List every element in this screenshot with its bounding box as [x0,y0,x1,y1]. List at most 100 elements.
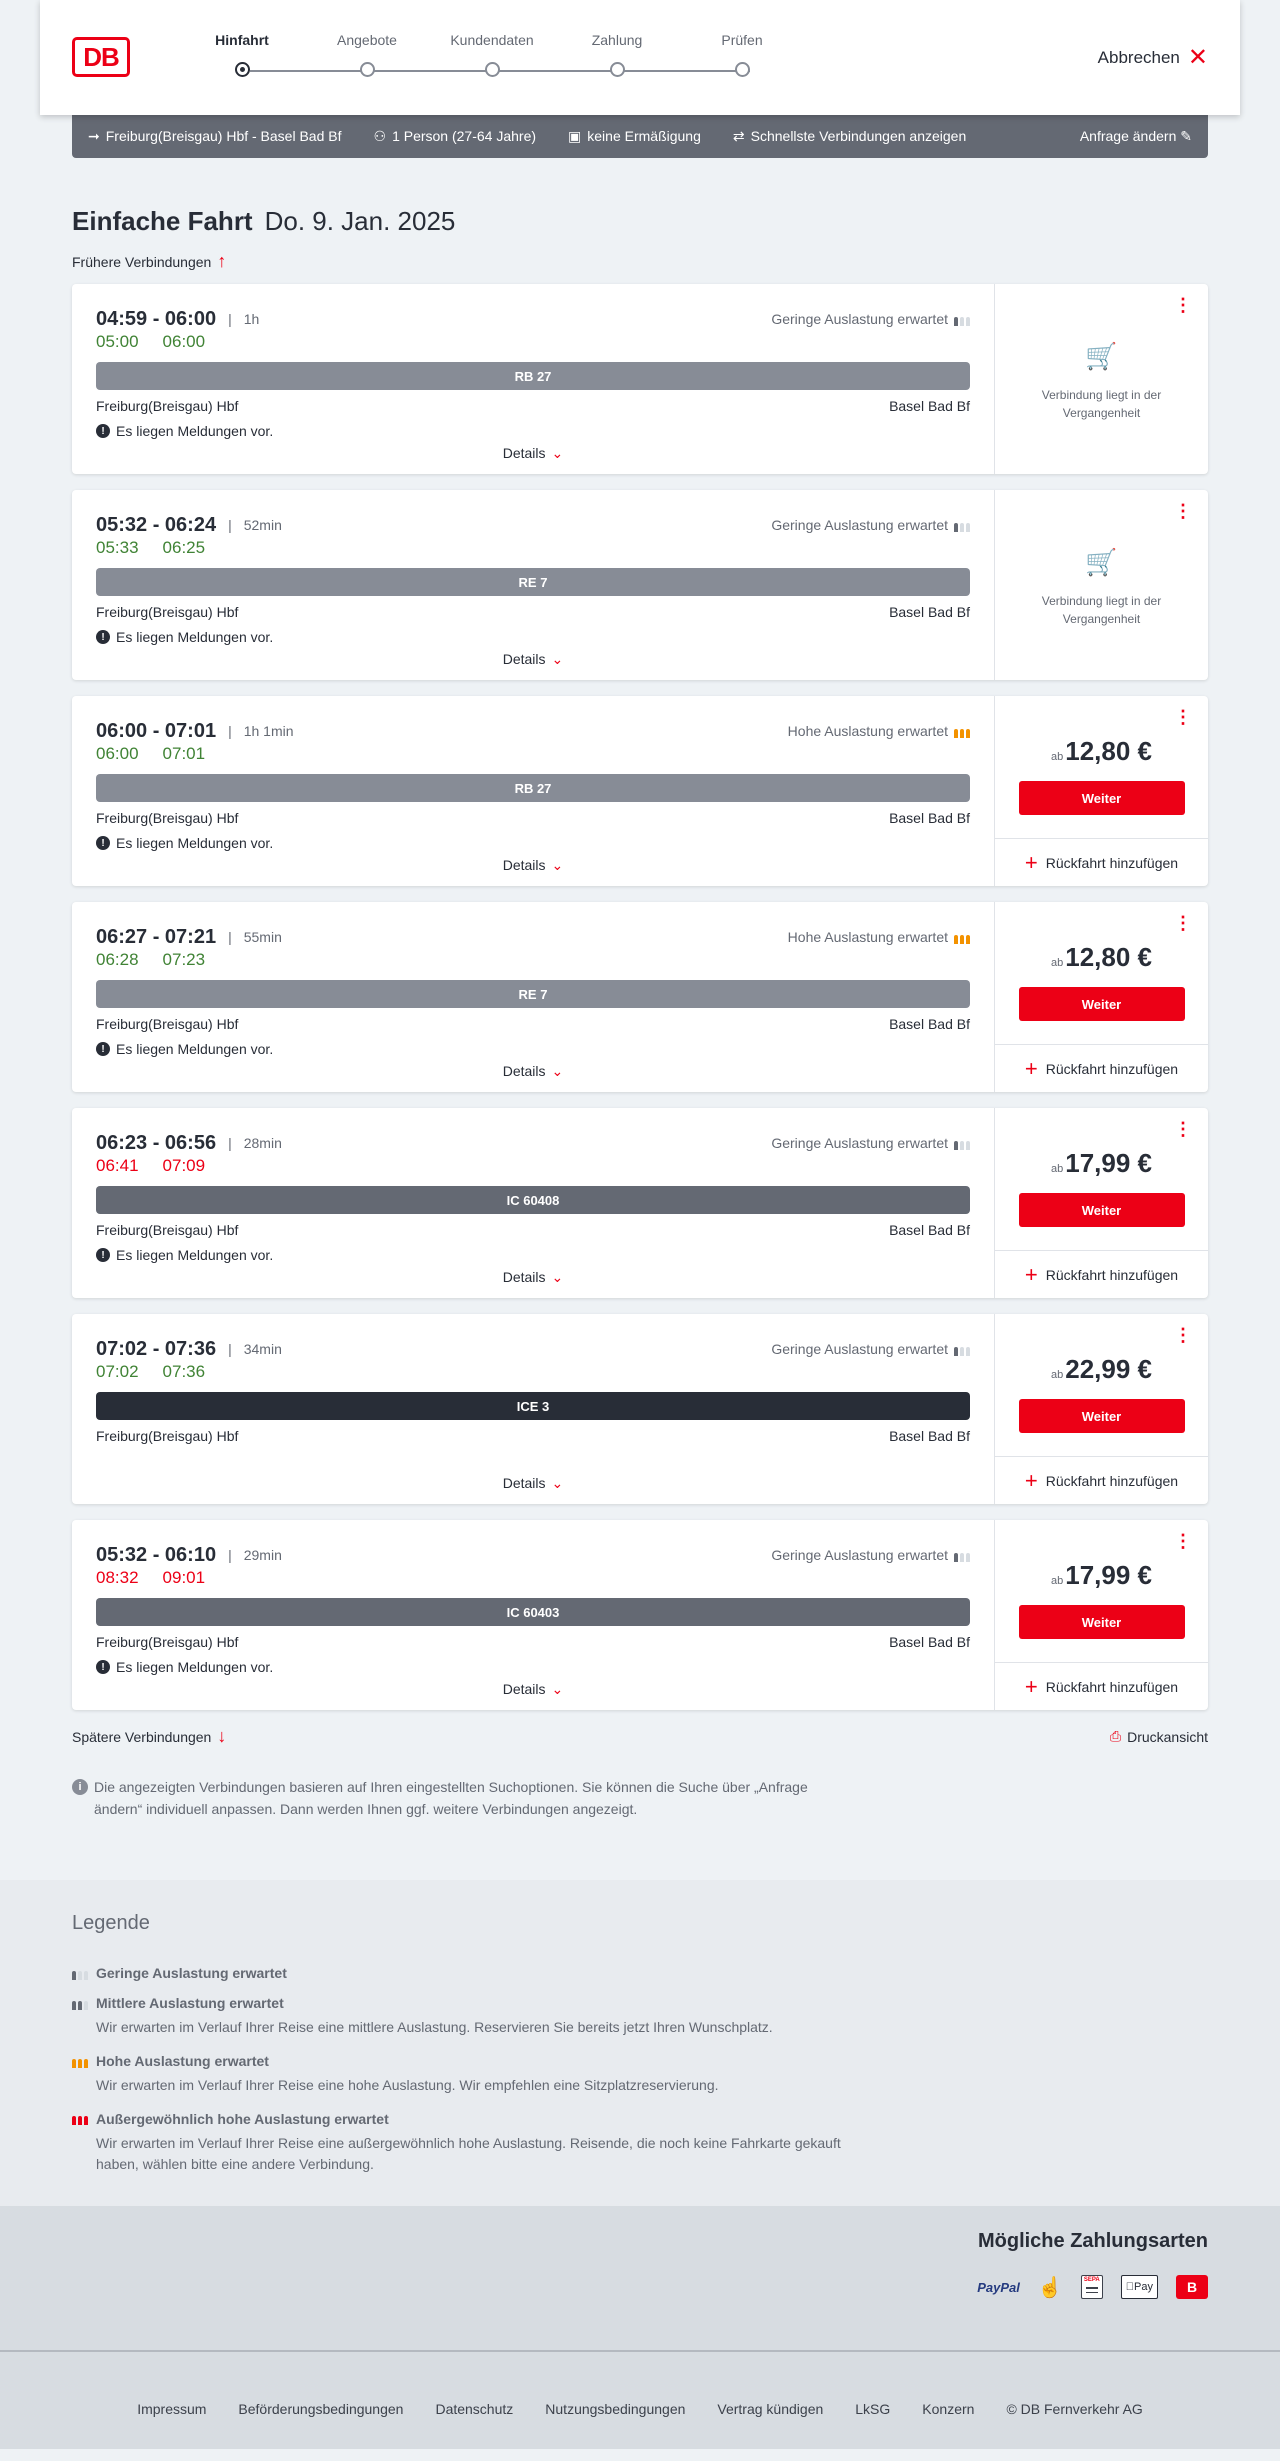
continue-button[interactable]: Weiter [1018,1605,1185,1639]
add-return-button[interactable]: + Rückfahrt hinzufügen [995,838,1208,886]
continue-button[interactable]: Weiter [1018,987,1185,1021]
connection-info: 06:27 - 07:21 | 55min Hohe Auslastung erwa… [72,902,995,1092]
print-view-link[interactable]: ⎙ Druckansicht [1110,1726,1208,1747]
edit-query-button[interactable]: Anfrage ändern ✎ [1080,128,1192,145]
footer-link-lksg[interactable]: LkSG [855,2401,891,2418]
past-text: Verbindung liegt in der Vergangenheit [1041,387,1162,420]
details-toggle[interactable]: Details ⌄ [72,1269,994,1286]
sepa-label: SEPA [1083,2277,1100,2284]
add-return-button[interactable]: + Rückfahrt hinzufügen [995,1662,1208,1710]
footer-link-nutzungsbedingungen[interactable]: Nutzungsbedingungen [545,2401,686,2418]
arrival-station: Basel Bad Bf [889,1634,970,1650]
footer-link-befoerderungsbedingungen[interactable]: Beförderungsbedingungen [238,2401,404,2418]
more-options-icon[interactable]: ⋮ [1174,1325,1192,1345]
train-name: IC 60403 [506,1604,560,1620]
load-bar [954,1552,958,1562]
cancel-button[interactable]: Abbrechen ✕ [1098,46,1208,70]
footer-link-konzern[interactable]: Konzern [922,2401,975,2418]
messages-notice[interactable]: ! Es liegen Meldungen vor. [96,1658,970,1676]
continue-button[interactable]: Weiter [1018,781,1185,815]
train-segment-bar[interactable]: ICE 3 [96,1392,970,1420]
load-hohe-icon [72,2055,88,2068]
messages-notice[interactable]: ! Es liegen Meldungen vor. [96,422,970,440]
legend-item-text: Wir erwarten im Verlauf Ihrer Reise eine… [96,2077,719,2094]
messages-notice[interactable]: ! Es liegen Meldungen vor. [96,1040,970,1058]
footer-link-vertrag-kuendigen[interactable]: Vertrag kündigen [717,2401,824,2418]
return-label: Rückfahrt hinzufügen [1045,1060,1179,1077]
connection-info: 05:32 - 06:10 | 29min Geringe Auslastung e… [72,1520,995,1710]
continue-button[interactable]: Weiter [1018,1399,1185,1433]
details-label: Details [502,651,546,667]
messages-notice[interactable]: ! Es liegen Meldungen vor. [96,628,970,646]
price-prefix: ab [1051,1163,1064,1175]
planned-times: 05:32 - 06:10 [96,1543,217,1566]
payment-title: Mögliche Zahlungsarten [977,2230,1208,2253]
details-label: Details [502,1681,546,1697]
connection-card: 06:23 - 06:56 | 28min Geringe Auslastung e… [72,1108,1208,1298]
page-title: Einfache Fahrt Do. 9. Jan. 2025 [72,206,1208,237]
details-toggle[interactable]: Details ⌄ [72,651,994,668]
train-segment-bar[interactable]: RB 27 [96,362,970,390]
info-text: Die angezeigten Verbindungen basieren au… [94,1779,808,1817]
load-bar [966,934,970,944]
load-bar [960,316,964,326]
trip-date: Do. 9. Jan. 2025 [264,206,456,236]
step-kundendaten: Kundendaten [432,32,552,77]
more-options-icon[interactable]: ⋮ [1174,295,1192,315]
connection-card: 07:02 - 07:36 | 34min Geringe Auslastung e… [72,1314,1208,1504]
bahncard-icon: ▣ [568,128,582,144]
continue-button[interactable]: Weiter [1018,1193,1185,1227]
later-connections-link[interactable]: Spätere Verbindungen ↓ [72,1726,226,1747]
db-logo[interactable]: DB [72,37,130,77]
legend: Legende Geringe Auslastung erwartet Mittl… [0,1880,1280,2207]
train-segment-bar[interactable]: IC 60403 [96,1598,970,1626]
train-segment-bar[interactable]: RB 27 [96,774,970,802]
close-icon: ✕ [1187,44,1208,71]
train-segment-bar[interactable]: RE 7 [96,980,970,1008]
legend-item-hohe: Hohe Auslastung erwartet Wir erwarten im … [72,2053,1208,2097]
more-options-icon[interactable]: ⋮ [1174,707,1192,727]
departure-station: Freiburg(Breisgau) Hbf [96,1222,239,1238]
details-label: Details [502,1269,546,1285]
info-note: i Die angezeigten Verbindungen basieren a… [72,1777,852,1880]
chevron-down-icon: ⌄ [551,1063,564,1079]
details-toggle[interactable]: Details ⌄ [72,1063,994,1080]
footer-link-impressum[interactable]: Impressum [137,2401,207,2418]
load-indicator: Hohe Auslastung erwartet [788,723,970,739]
load-bar [960,522,964,532]
connection-info: 06:00 - 07:01 | 1h 1min Hohe Auslastung er… [72,696,995,886]
load-bar [966,316,970,326]
load-text: Hohe Auslastung erwartet [787,929,948,945]
earlier-connections-link[interactable]: Frühere Verbindungen ↑ [72,251,226,272]
details-toggle[interactable]: Details ⌄ [72,1681,994,1698]
details-toggle[interactable]: Details ⌄ [72,1475,994,1492]
more-options-icon[interactable]: ⋮ [1174,913,1192,933]
messages-notice[interactable]: ! Es liegen Meldungen vor. [96,1246,970,1264]
train-segment-bar[interactable]: RE 7 [96,568,970,596]
more-options-icon[interactable]: ⋮ [1174,1531,1192,1551]
step-pruefen: Prüfen [682,32,802,77]
train-name: IC 60408 [506,1192,560,1208]
train-segment-bar[interactable]: IC 60408 [96,1186,970,1214]
train-name: ICE 3 [516,1398,550,1414]
connection-card: 04:59 - 06:00 | 1h Geringe Auslastung erwa… [72,284,1208,474]
add-return-button[interactable]: + Rückfahrt hinzufügen [995,1250,1208,1298]
details-toggle[interactable]: Details ⌄ [72,857,994,874]
query-option: ⇄ Schnellste Verbindungen anzeigen [733,128,966,145]
plus-icon: + [1024,1673,1038,1699]
add-return-button[interactable]: + Rückfahrt hinzufügen [995,1456,1208,1504]
details-toggle[interactable]: Details ⌄ [72,445,994,462]
footer-link-datenschutz[interactable]: Datenschutz [435,2401,514,2418]
price: ab17,99 € [995,1560,1208,1591]
offer-panel: ⋮ ab12,80 € Weiter + Rückfahrt hinzufügen [995,696,1208,886]
separator: | [228,1135,232,1151]
more-options-icon[interactable]: ⋮ [1174,501,1192,521]
query-discount: ▣ keine Ermäßigung [568,128,701,145]
messages-notice[interactable]: ! Es liegen Meldungen vor. [96,834,970,852]
add-return-button[interactable]: + Rückfahrt hinzufügen [995,1044,1208,1092]
more-options-icon[interactable]: ⋮ [1174,1119,1192,1139]
legend-item-text: Wir erwarten im Verlauf Ihrer Reise eine… [96,2134,841,2173]
connection-card: 06:00 - 07:01 | 1h 1min Hohe Auslastung er… [72,696,1208,886]
price: ab22,99 € [995,1354,1208,1385]
load-bar [954,728,958,738]
